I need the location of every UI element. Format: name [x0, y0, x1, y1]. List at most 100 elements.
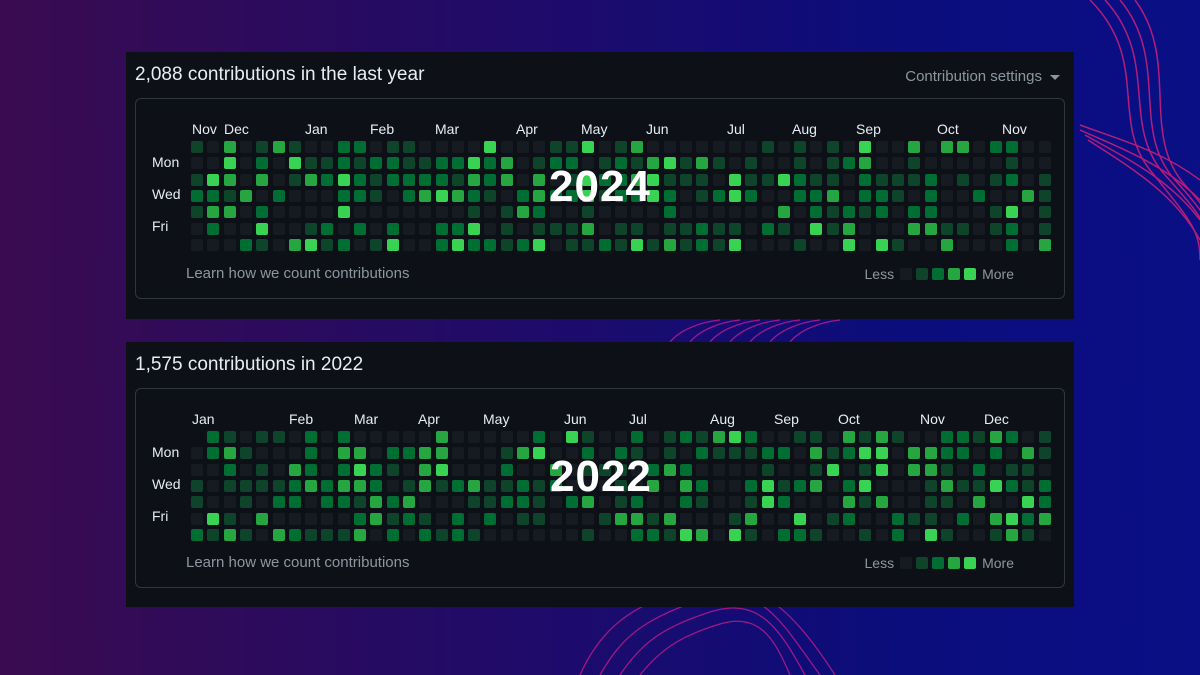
contribution-day-cell[interactable]	[728, 447, 741, 460]
contribution-day-cell[interactable]	[891, 206, 904, 219]
contribution-day-cell[interactable]	[435, 496, 448, 509]
contribution-day-cell[interactable]	[565, 431, 578, 443]
contribution-day-cell[interactable]	[549, 431, 562, 443]
contribution-day-cell[interactable]	[500, 173, 513, 186]
contribution-day-cell[interactable]	[207, 447, 220, 460]
contribution-day-cell[interactable]	[1022, 431, 1035, 443]
contribution-day-cell[interactable]	[419, 447, 432, 460]
contribution-day-cell[interactable]	[745, 463, 758, 476]
contribution-day-cell[interactable]	[402, 496, 415, 509]
contribution-day-cell[interactable]	[712, 447, 725, 460]
contribution-day-cell[interactable]	[598, 189, 611, 202]
contribution-day-cell[interactable]	[875, 528, 888, 541]
contribution-day-cell[interactable]	[843, 447, 855, 460]
contribution-day-cell[interactable]	[826, 447, 839, 460]
contribution-day-cell[interactable]	[288, 222, 301, 235]
contribution-day-cell[interactable]	[1022, 528, 1035, 541]
contribution-day-cell[interactable]	[1006, 496, 1018, 509]
contribution-day-cell[interactable]	[891, 173, 904, 186]
contribution-day-cell[interactable]	[794, 496, 807, 509]
contribution-day-cell[interactable]	[500, 479, 513, 492]
contribution-day-cell[interactable]	[549, 206, 562, 219]
contribution-day-cell[interactable]	[631, 189, 644, 202]
contribution-day-cell[interactable]	[549, 528, 562, 541]
contribution-day-cell[interactable]	[321, 447, 334, 460]
contribution-day-cell[interactable]	[940, 463, 953, 476]
contribution-day-cell[interactable]	[1006, 512, 1018, 525]
contribution-day-cell[interactable]	[582, 173, 595, 186]
contribution-day-cell[interactable]	[1038, 463, 1051, 476]
contribution-day-cell[interactable]	[582, 512, 595, 525]
contribution-day-cell[interactable]	[582, 463, 595, 476]
contribution-day-cell[interactable]	[712, 222, 725, 235]
contribution-day-cell[interactable]	[777, 447, 790, 460]
contribution-day-cell[interactable]	[843, 512, 855, 525]
contribution-day-cell[interactable]	[451, 496, 464, 509]
contribution-day-cell[interactable]	[696, 512, 709, 525]
contribution-day-cell[interactable]	[989, 479, 1002, 492]
contribution-day-cell[interactable]	[843, 431, 855, 443]
contribution-day-cell[interactable]	[810, 479, 823, 492]
contribution-day-cell[interactable]	[1038, 431, 1051, 443]
contribution-day-cell[interactable]	[680, 141, 692, 153]
contribution-day-cell[interactable]	[989, 528, 1002, 541]
contribution-day-cell[interactable]	[631, 512, 644, 525]
contribution-day-cell[interactable]	[1038, 157, 1051, 170]
contribution-day-cell[interactable]	[223, 238, 236, 251]
contribution-day-cell[interactable]	[647, 206, 660, 219]
contribution-day-cell[interactable]	[647, 463, 660, 476]
contribution-day-cell[interactable]	[761, 206, 774, 219]
contribution-day-cell[interactable]	[272, 528, 285, 541]
contribution-day-cell[interactable]	[468, 479, 481, 492]
contribution-day-cell[interactable]	[859, 222, 872, 235]
contribution-day-cell[interactable]	[305, 479, 318, 492]
contribution-day-cell[interactable]	[582, 206, 595, 219]
contribution-day-cell[interactable]	[777, 157, 790, 170]
contribution-day-cell[interactable]	[256, 528, 269, 541]
contribution-day-cell[interactable]	[533, 222, 546, 235]
contribution-day-cell[interactable]	[777, 431, 790, 443]
contribution-day-cell[interactable]	[354, 189, 366, 202]
contribution-day-cell[interactable]	[875, 173, 888, 186]
contribution-day-cell[interactable]	[631, 463, 644, 476]
contribution-day-cell[interactable]	[614, 463, 627, 476]
contribution-day-cell[interactable]	[745, 431, 758, 443]
contribution-day-cell[interactable]	[745, 496, 758, 509]
contribution-day-cell[interactable]	[321, 512, 334, 525]
contribution-day-cell[interactable]	[533, 157, 546, 170]
contribution-day-cell[interactable]	[940, 479, 953, 492]
contribution-day-cell[interactable]	[859, 238, 872, 251]
contribution-day-cell[interactable]	[794, 238, 807, 251]
contribution-day-cell[interactable]	[517, 512, 529, 525]
contribution-day-cell[interactable]	[973, 157, 986, 170]
contribution-day-cell[interactable]	[517, 479, 529, 492]
contribution-day-cell[interactable]	[875, 447, 888, 460]
contribution-day-cell[interactable]	[891, 222, 904, 235]
contribution-day-cell[interactable]	[614, 206, 627, 219]
contribution-day-cell[interactable]	[207, 463, 220, 476]
contribution-day-cell[interactable]	[354, 496, 366, 509]
contribution-day-cell[interactable]	[272, 206, 285, 219]
contribution-day-cell[interactable]	[419, 463, 432, 476]
contribution-day-cell[interactable]	[288, 238, 301, 251]
contribution-day-cell[interactable]	[614, 528, 627, 541]
contribution-day-cell[interactable]	[321, 222, 334, 235]
contribution-day-cell[interactable]	[1006, 222, 1018, 235]
contribution-day-cell[interactable]	[728, 431, 741, 443]
contribution-day-cell[interactable]	[810, 157, 823, 170]
contribution-day-cell[interactable]	[451, 512, 464, 525]
contribution-day-cell[interactable]	[631, 479, 644, 492]
contribution-day-cell[interactable]	[354, 447, 366, 460]
contribution-day-cell[interactable]	[484, 528, 497, 541]
contribution-day-cell[interactable]	[337, 189, 350, 202]
contribution-day-cell[interactable]	[582, 157, 595, 170]
contribution-day-cell[interactable]	[565, 173, 578, 186]
contribution-day-cell[interactable]	[582, 496, 595, 509]
contribution-day-cell[interactable]	[1038, 512, 1051, 525]
contribution-day-cell[interactable]	[680, 189, 692, 202]
contribution-day-cell[interactable]	[402, 173, 415, 186]
contribution-day-cell[interactable]	[826, 512, 839, 525]
contribution-day-cell[interactable]	[321, 206, 334, 219]
contribution-day-cell[interactable]	[582, 222, 595, 235]
learn-contributions-link[interactable]: Learn how we count contributions	[186, 554, 410, 571]
